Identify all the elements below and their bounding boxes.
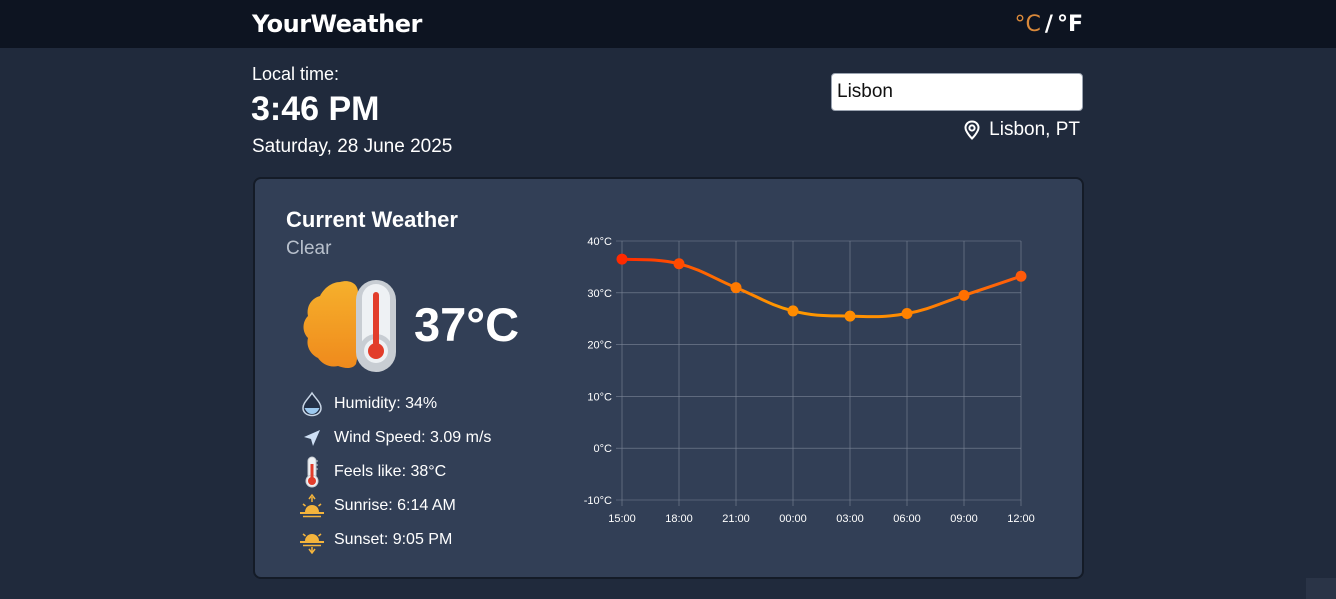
wind-arrow-icon (298, 424, 326, 452)
local-date: Saturday, 28 June 2025 (252, 136, 453, 157)
temperature-point (958, 289, 970, 301)
unit-toggle: °C / °F (1015, 12, 1083, 37)
current-location: Lisbon, PT (963, 119, 1080, 141)
y-tick-label: 0°C (594, 443, 613, 455)
humidity-row: Humidity: 34% (298, 389, 558, 419)
sunrise-text: Sunrise: 6:14 AM (334, 497, 456, 514)
y-tick-label: 40°C (587, 236, 612, 248)
feels-like-row: Feels like: 38°C (298, 456, 558, 488)
app-title: YourWeather (252, 10, 422, 38)
unit-separator: / (1044, 12, 1053, 37)
x-tick-label: 09:00 (950, 513, 978, 525)
location-label: Lisbon, PT (989, 119, 1080, 140)
x-tick-label: 18:00 (665, 513, 693, 525)
x-tick-label: 00:00 (779, 513, 807, 525)
humidity-drop-icon (298, 390, 326, 418)
x-tick-label: 03:00 (836, 513, 864, 525)
weather-description: Clear (286, 238, 332, 259)
top-bar: YourWeather °C / °F (0, 0, 1336, 48)
temperature-point (901, 308, 913, 320)
sunrise-icon (298, 492, 326, 520)
local-time-label: Local time: (252, 64, 340, 84)
x-tick-label: 12:00 (1007, 513, 1035, 525)
wind-speed-row: Wind Speed: 3.09 m/s (298, 423, 558, 453)
humidity-text: Humidity: 34% (334, 395, 438, 412)
sunset-row: Sunset: 9:05 PM (298, 525, 558, 555)
temperature-point (616, 253, 628, 265)
celsius-toggle[interactable]: °C (1014, 12, 1041, 37)
current-weather-title: Current Weather (286, 207, 458, 232)
corner-widget (1306, 578, 1336, 599)
current-temperature: 37°C (414, 298, 520, 351)
temperature-point (787, 305, 799, 317)
feels-like-text: Feels like: 38°C (334, 463, 447, 480)
fahrenheit-toggle[interactable]: °F (1056, 12, 1083, 37)
sunset-icon (298, 526, 326, 554)
hot-sun-thermometer-icon (303, 280, 396, 372)
y-tick-label: 30°C (587, 288, 612, 300)
wind-speed-text: Wind Speed: 3.09 m/s (334, 429, 492, 446)
x-tick-label: 06:00 (893, 513, 921, 525)
thermometer-icon (298, 456, 326, 488)
location-pin-icon (964, 120, 980, 140)
y-tick-label: 10°C (587, 391, 612, 403)
temperature-point (844, 310, 856, 322)
temperature-series-line (621, 257, 1022, 319)
current-weather-card: Current Weather Clear 37°C Humidity: 34% (253, 177, 1084, 579)
x-tick-label: 21:00 (722, 513, 750, 525)
city-search-input[interactable] (831, 73, 1083, 111)
temperature-point (673, 258, 685, 270)
local-time: 3:46 PM (251, 90, 380, 128)
sunrise-row: Sunrise: 6:14 AM (298, 491, 558, 521)
y-tick-label: -10°C (584, 495, 612, 507)
y-tick-label: 20°C (587, 340, 612, 352)
temperature-point (1015, 270, 1027, 282)
temperature-point (730, 282, 742, 294)
hourly-temperature-chart: 40°C 30°C 20°C 10°C 0°C -10°C 15:00 18:00 21:00… (584, 236, 1035, 525)
x-tick-label: 15:00 (608, 513, 636, 525)
sunset-text: Sunset: 9:05 PM (334, 531, 453, 548)
